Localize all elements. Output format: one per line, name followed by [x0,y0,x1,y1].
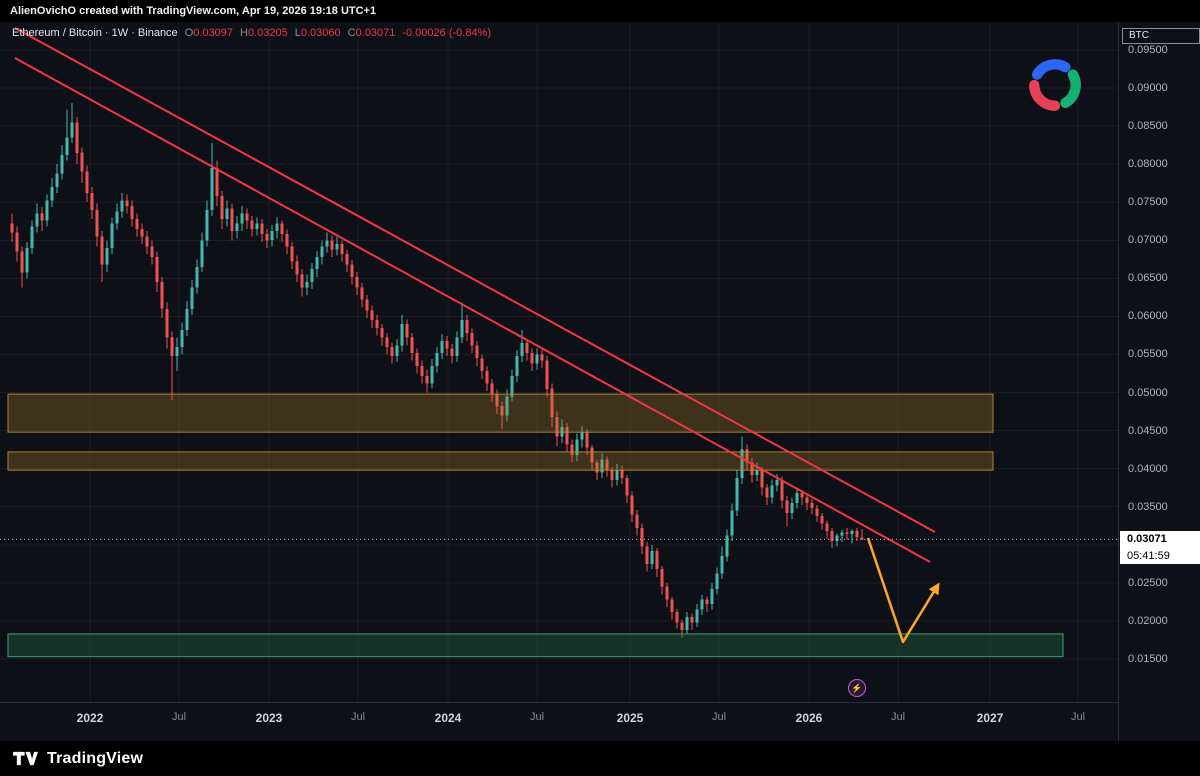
price-tick-label: 0.07500 [1128,196,1168,209]
demand-zone[interactable] [7,633,1064,658]
chart-pane[interactable] [0,0,1200,741]
last-price-label: 0.03071 [1120,530,1200,548]
candlestick-series[interactable] [10,103,864,638]
ohlc-high-value: 0.03205 [247,27,288,39]
symbol-title[interactable]: Ethereum / Bitcoin · 1W · Binance [12,27,178,39]
ohlc-close-value: 0.03071 [355,27,396,39]
attribution-text: AlienOvichO created with TradingView.com… [10,5,377,17]
time-tick-month: Jul [711,711,727,723]
tradingview-brand-text[interactable]: TradingView [47,749,144,767]
price-tick-label: 0.09500 [1128,43,1168,56]
ohlc-open-letter: O [184,27,194,39]
tradingview-watermark-logo [1026,56,1084,114]
price-tick-label: 0.04500 [1128,424,1168,437]
projection-arrow[interactable] [866,537,940,644]
price-tick-label: 0.02500 [1128,576,1168,589]
time-tick-month: Jul [529,711,545,723]
event-marker-glyph: ⚡ [851,682,863,693]
tradingview-logo-icon[interactable] [13,750,38,767]
ohlc-low-letter: L [294,27,301,39]
footer-bar: TradingView [0,741,1200,776]
price-axis[interactable]: BTC 0.03071 05:41:59 0.09500 0.09000 0.085… [1118,0,1200,741]
price-tick-label: 0.04000 [1128,462,1168,475]
time-tick-month: Jul [1070,711,1086,723]
price-tick-label: 0.08500 [1128,120,1168,133]
price-tick-label: 0.09000 [1128,82,1168,94]
ohlc-open-value: 0.03097 [193,27,234,39]
price-tick-label: 0.06000 [1128,310,1168,323]
time-tick-month: Jul [350,711,366,723]
time-tick-year: 2027 [976,711,1004,725]
supply-zone-upper[interactable] [7,393,994,433]
time-tick-year: 2026 [795,711,823,725]
countdown-value: 05:41:59 [1127,549,1170,562]
time-tick-year: 2022 [76,711,104,725]
price-tick-label: 0.01500 [1128,652,1168,665]
descending-channel-lines[interactable] [14,27,936,563]
price-tick-label: 0.07000 [1128,234,1168,247]
price-tick-label: 0.05500 [1128,348,1168,361]
last-price-value: 0.03071 [1127,532,1167,545]
symbol-legend[interactable]: Ethereum / Bitcoin · 1W · Binance O0.0309… [12,27,491,39]
ohlc-low-value: 0.03060 [300,27,341,39]
ohlc-high-letter: H [240,27,248,39]
bar-countdown-label: 05:41:59 [1120,547,1200,564]
supply-zone-lower[interactable] [7,451,994,471]
price-tick-label: 0.08000 [1128,158,1168,171]
time-tick-month: Jul [890,711,906,723]
attribution-bar: AlienOvichO created with TradingView.com… [0,0,1200,22]
event-marker-icon[interactable]: ⚡ [848,679,866,697]
ohlc-close-letter: C [347,27,356,39]
time-tick-year: 2023 [255,711,283,725]
price-axis-unit-button[interactable]: BTC [1122,28,1200,44]
price-tick-label: 0.03500 [1128,500,1168,513]
time-tick-month: Jul [171,711,187,723]
time-tick-year: 2024 [434,711,462,725]
price-tick-label: 0.05000 [1128,386,1168,399]
price-tick-label: 0.06500 [1128,272,1168,285]
time-tick-year: 2025 [616,711,644,725]
change-value: -0.00026 (-0.84%) [402,27,492,39]
time-axis[interactable]: 2022 Jul 2023 Jul 2024 Jul 2025 Jul 2026 Jul 2027 J… [0,702,1118,742]
grid-lines [0,22,1118,702]
price-tick-label: 0.02000 [1128,614,1168,627]
